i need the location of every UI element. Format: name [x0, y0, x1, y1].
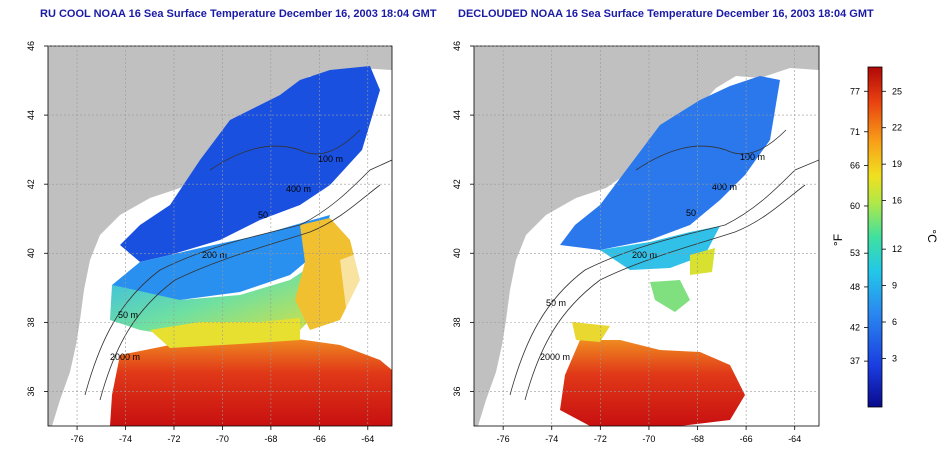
fahrenheit-tick-label: 66 — [850, 160, 860, 170]
lon-tick-label: -74 — [119, 434, 132, 444]
right-map: 100 m 400 m 50 200 m 50 m 2000 m 4644424… — [452, 41, 820, 444]
contour-label-400m: 400 m — [286, 184, 311, 194]
celsius-label: °C — [925, 229, 939, 243]
lat-tick-label: 38 — [452, 317, 462, 327]
sst-warm — [110, 338, 392, 426]
lat-tick-label: 38 — [26, 317, 36, 327]
land — [474, 46, 819, 426]
lon-tick-label: -64 — [361, 434, 374, 444]
lat-tick-label: 44 — [26, 110, 36, 120]
fahrenheit-label: °F — [831, 234, 845, 246]
celsius-tick-label: 3 — [892, 353, 897, 363]
lon-tick-label: -70 — [216, 434, 229, 444]
celsius-tick-label: 19 — [892, 159, 902, 169]
contour-label-50m: 50 m — [118, 310, 138, 320]
lon-tick-label: -72 — [167, 434, 180, 444]
contour-label-50: 50 — [686, 208, 696, 218]
lon-tick-label: -66 — [313, 434, 326, 444]
celsius-tick-label: 22 — [892, 123, 902, 133]
lat-tick-label: 36 — [452, 386, 462, 396]
left-axes: 46 44 42 40 38 36 -76 -74 -72 -70 -68 -66 -64 — [26, 41, 392, 444]
celsius-tick-label: 16 — [892, 196, 902, 206]
celsius-tick-label: 12 — [892, 244, 902, 254]
lon-tick-label: -64 — [788, 434, 801, 444]
lat-tick-label: 46 — [26, 41, 36, 51]
left-map: 100 m 400 m 50 200 m 50 m 2000 m 4644424… — [26, 41, 393, 444]
lat-tick-label: 40 — [452, 248, 462, 258]
contour-label-2000m: 2000 m — [110, 352, 140, 362]
right-panel-title: DECLOUDED NOAA 16 Sea Surface Temperatur… — [458, 8, 874, 20]
celsius-tick-label: 25 — [892, 86, 902, 96]
fahrenheit-tick-label: 48 — [850, 282, 860, 292]
fahrenheit-tick-label: 71 — [850, 127, 860, 137]
lat-tick-label: 42 — [26, 179, 36, 189]
contour-label-2000m: 2000 m — [540, 352, 570, 362]
contour-label-200m: 200 m — [632, 250, 657, 260]
colorbar-gradient — [867, 66, 883, 408]
contour-label-400m: 400 m — [712, 182, 737, 192]
celsius-tick-label: 6 — [892, 317, 897, 327]
celsius-tick-label: 9 — [892, 281, 897, 291]
lon-tick-label: -70 — [642, 434, 655, 444]
sst-warm — [560, 340, 745, 426]
contour-label-200m: 200 m — [202, 250, 227, 260]
contour-label-50: 50 — [258, 210, 268, 220]
lon-tick-label: -72 — [594, 434, 607, 444]
fahrenheit-tick-label: 77 — [850, 86, 860, 96]
lat-tick-label: 42 — [452, 179, 462, 189]
lon-tick-label: -74 — [545, 434, 558, 444]
lon-tick-label: -76 — [497, 434, 510, 444]
sst-cold — [560, 76, 780, 250]
lat-tick-label: 46 — [452, 41, 462, 51]
land — [48, 46, 392, 426]
lon-tick-label: -66 — [740, 434, 753, 444]
colorbar: 25 22 19 16 12 9 6 3 77 71 66 60 53 48 42 37 °F °C — [831, 66, 939, 408]
contour-label-100m: 100 m — [318, 154, 343, 164]
fahrenheit-tick-label: 42 — [850, 322, 860, 332]
lon-tick-label: -68 — [264, 434, 277, 444]
right-axes: 46 44 42 40 38 36 -76 -74 -72 -70 -68 -66 -64 — [452, 41, 819, 444]
lat-tick-label: 36 — [26, 386, 36, 396]
lon-tick-label: -76 — [71, 434, 84, 444]
sst-cold — [120, 66, 380, 262]
fahrenheit-tick-label: 37 — [850, 356, 860, 366]
contour-label-100m: 100 m — [740, 152, 765, 162]
lat-tick-label: 44 — [452, 110, 462, 120]
fahrenheit-tick-label: 60 — [850, 201, 860, 211]
left-panel-title: RU COOL NOAA 16 Sea Surface Temperature … — [40, 8, 437, 20]
lon-tick-label: -68 — [691, 434, 704, 444]
contour-label-50m: 50 m — [546, 298, 566, 308]
fahrenheit-tick-label: 53 — [850, 248, 860, 258]
lat-tick-label: 40 — [26, 248, 36, 258]
